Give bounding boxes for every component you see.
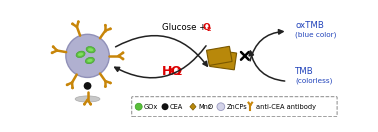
Text: (blue color): (blue color) [295,31,337,38]
Circle shape [71,22,74,25]
Text: MnO: MnO [198,104,214,110]
Ellipse shape [75,96,100,102]
Text: ZnCPs: ZnCPs [226,104,247,110]
Text: CEA: CEA [170,104,183,110]
Text: O: O [202,23,210,32]
Text: 2: 2 [208,105,211,110]
Circle shape [52,45,54,48]
Text: 2: 2 [167,68,173,77]
Text: GOx: GOx [143,104,158,110]
Ellipse shape [86,47,95,53]
Text: Glucose +: Glucose + [162,23,209,32]
Ellipse shape [85,57,94,64]
Circle shape [83,103,86,106]
Polygon shape [210,50,237,70]
Polygon shape [206,46,232,65]
Circle shape [109,82,112,84]
Circle shape [66,83,68,86]
Circle shape [109,27,112,30]
Ellipse shape [88,48,93,51]
Circle shape [217,103,225,111]
Polygon shape [190,103,196,110]
Text: H: H [162,65,172,78]
Ellipse shape [78,53,83,56]
Circle shape [71,87,74,89]
FancyBboxPatch shape [132,97,337,117]
Ellipse shape [76,51,85,58]
Circle shape [77,20,80,23]
Text: (colorless): (colorless) [295,77,333,84]
Circle shape [135,103,142,110]
Text: 2: 2 [176,68,181,77]
Circle shape [51,51,54,54]
Text: O: O [170,65,181,78]
Ellipse shape [87,59,93,62]
Text: 2: 2 [207,27,211,32]
Circle shape [104,24,107,27]
Circle shape [66,34,109,77]
Circle shape [84,82,91,90]
Circle shape [161,103,169,110]
Circle shape [89,103,92,106]
Circle shape [122,58,124,60]
Text: TMB: TMB [295,67,314,76]
Circle shape [122,51,124,54]
Text: oxTMB: oxTMB [295,21,324,30]
Circle shape [104,85,107,88]
Text: anti-CEA antibody: anti-CEA antibody [256,104,316,110]
